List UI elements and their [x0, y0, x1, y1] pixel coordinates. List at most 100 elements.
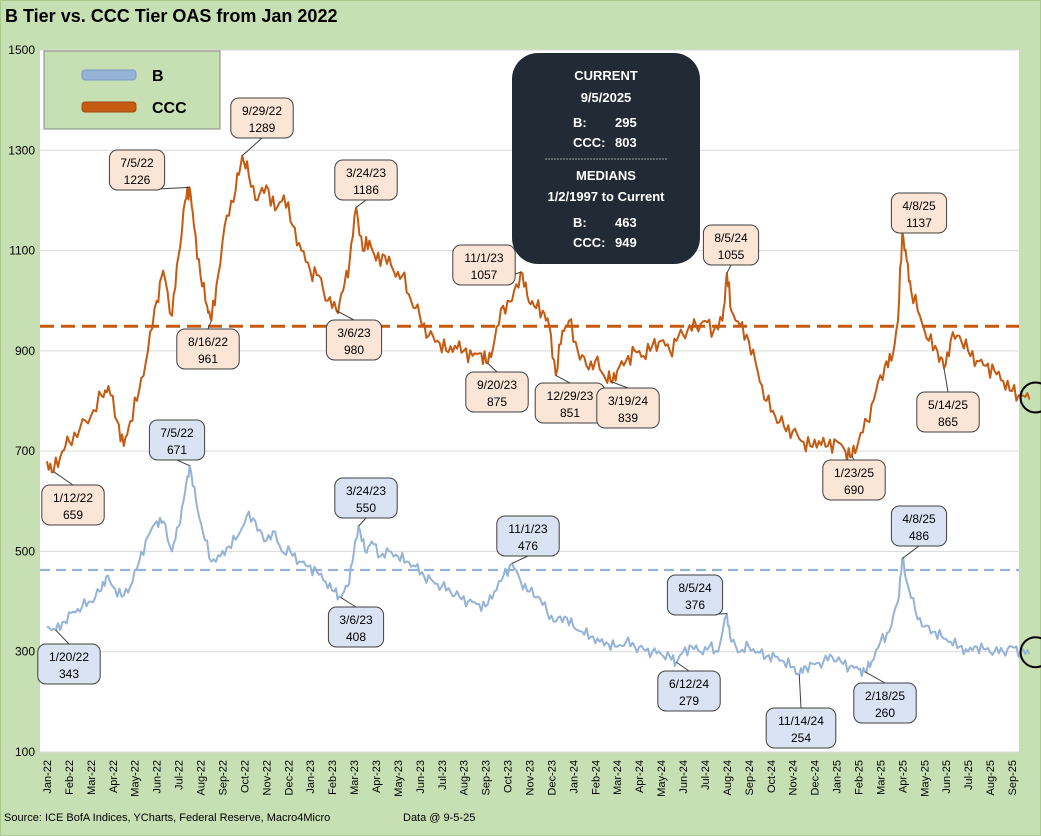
- callout-box: [230, 97, 294, 139]
- callout-value: 1186: [353, 183, 379, 197]
- x-tick-label-Nov-22: Nov-22: [261, 760, 273, 795]
- info-current-ccc-label: CCC:: [573, 135, 606, 150]
- callout-leader: [555, 374, 571, 384]
- x-tick-label-Oct-23: Oct-23: [503, 760, 515, 793]
- callout-date: 11/14/24: [778, 714, 824, 728]
- callout-ccc-3-24-23: 3/24/23 1186: [334, 159, 398, 208]
- x-tick-label-Apr-22: Apr-22: [108, 760, 120, 793]
- callout-box: [702, 224, 760, 266]
- callout-box: [327, 606, 385, 648]
- callout-ccc-9-29-22: 9/29/22 1289: [230, 97, 294, 157]
- callout-box: [325, 319, 383, 361]
- x-tick-label-Aug-24: Aug-24: [722, 760, 734, 795]
- data-date-note: Data @ 9-5-25: [403, 812, 476, 824]
- callout-date: 11/1/23: [508, 522, 547, 536]
- callout-value: 865: [938, 415, 958, 429]
- y-tick-label-500: 500: [15, 544, 35, 558]
- callout-box: [334, 159, 398, 201]
- callout-ccc-7-5-22: 7/5/22 1226: [108, 149, 190, 191]
- callout-ccc-8-5-24: 8/5/24 1055: [702, 224, 760, 274]
- callout-ccc-3-6-23: 3/6/23 980: [325, 310, 383, 361]
- callout-box: [657, 670, 721, 712]
- x-tick-label-Jul-24: Jul-24: [700, 760, 712, 790]
- callout-leader: [358, 517, 367, 527]
- x-tick-label-Dec-24: Dec-24: [810, 760, 822, 795]
- info-current-b-label: B:: [573, 115, 587, 130]
- callout-date: 3/6/23: [337, 326, 371, 340]
- callout-date: 3/6/23: [339, 613, 373, 627]
- x-tick-label-May-23: May-23: [393, 760, 405, 797]
- x-tick-label-Jan-22: Jan-22: [42, 760, 54, 794]
- x-tick-label-Sep-22: Sep-22: [217, 760, 229, 795]
- callout-b-3-6-23: 3/6/23 408: [327, 597, 385, 648]
- x-tick-label-Nov-24: Nov-24: [788, 760, 800, 795]
- x-tick-label-Mar-25: Mar-25: [875, 760, 887, 795]
- info-median-ccc-label: CCC:: [573, 235, 606, 250]
- callout-date: 3/19/24: [608, 394, 648, 408]
- callout-leader: [336, 310, 355, 321]
- callout-leader: [55, 629, 70, 645]
- callout-leader: [902, 545, 920, 559]
- x-tick-label-Feb-25: Feb-25: [853, 760, 865, 795]
- x-tick-label-Aug-23: Aug-23: [459, 760, 471, 795]
- x-tick-label-Sep-24: Sep-24: [744, 760, 756, 795]
- x-tick-label-Feb-22: Feb-22: [64, 760, 76, 795]
- x-tick-label-Jun-24: Jun-24: [678, 760, 690, 794]
- callout-box: [334, 477, 398, 519]
- legend-label-b: B: [152, 68, 164, 85]
- callout-date: 4/8/25: [902, 199, 936, 213]
- callout-value: 476: [518, 539, 538, 553]
- callout-b-3-24-23: 3/24/23 550: [334, 477, 398, 527]
- info-current-ccc-value: 803: [615, 135, 637, 150]
- callout-ccc-9-20-23: 9/20/23 875: [465, 363, 529, 413]
- callout-date: 9/20/23: [477, 378, 517, 392]
- callout-value: 343: [59, 667, 79, 681]
- x-tick-label-Jan-25: Jan-25: [832, 760, 844, 794]
- callout-box: [496, 515, 560, 557]
- callout-box: [890, 505, 948, 547]
- callout-leader: [487, 363, 498, 373]
- callout-date: 1/20/22: [49, 650, 89, 664]
- callout-leader: [53, 471, 74, 486]
- callout-leader: [176, 459, 190, 467]
- callout-value: 279: [679, 694, 699, 708]
- x-tick-label-Aug-25: Aug-25: [985, 760, 997, 795]
- source-note: Source: ICE BofA Indices, YCharts, Feder…: [4, 812, 331, 824]
- y-tick-label-1500: 1500: [8, 43, 35, 57]
- legend-swatch-b: [81, 69, 137, 81]
- callout-box: [465, 371, 529, 413]
- callout-leader: [851, 455, 855, 461]
- callout-box: [37, 643, 101, 685]
- x-tick-label-Jun-25: Jun-25: [941, 760, 953, 794]
- callout-value: 254: [791, 731, 811, 745]
- callout-value: 1057: [471, 268, 498, 282]
- callout-date: 8/5/24: [714, 231, 748, 245]
- x-tick-label-Jan-24: Jan-24: [568, 760, 580, 794]
- x-tick-label-Apr-23: Apr-23: [371, 760, 383, 793]
- callout-date: 3/24/23: [346, 484, 386, 498]
- callout-leader: [610, 380, 629, 389]
- callout-leader: [726, 264, 732, 274]
- current-marker-b: [1019, 636, 1041, 669]
- callout-value: 671: [167, 443, 187, 457]
- callout-box: [148, 419, 206, 461]
- x-tick-label-Nov-23: Nov-23: [525, 760, 537, 795]
- callout-leader: [511, 555, 529, 564]
- callout-ccc-12-29-23: 12/29/23 851: [534, 374, 606, 424]
- callout-ccc-5-14-25: 5/14/25 865: [916, 368, 980, 433]
- callout-date: 7/5/22: [120, 156, 154, 170]
- callout-value: 550: [356, 501, 376, 515]
- x-tick-label-Aug-22: Aug-22: [196, 760, 208, 795]
- callout-b-8-5-24: 8/5/24 376: [666, 574, 727, 616]
- callout-value: 1137: [906, 216, 932, 230]
- callout-box: [108, 149, 166, 191]
- callout-value: 408: [346, 630, 366, 644]
- callout-box: [890, 192, 948, 234]
- x-tick-label-Sep-23: Sep-23: [481, 760, 493, 795]
- callout-value: 875: [487, 395, 507, 409]
- callout-box: [41, 484, 105, 526]
- info-box: CURRENT 9/5/2025 B: 295 CCC: 803 MEDIANS 1/2/19…: [512, 53, 700, 264]
- callout-leader: [241, 137, 263, 157]
- callout-date: 4/8/25: [902, 512, 936, 526]
- x-tick-label-Mar-22: Mar-22: [86, 760, 98, 795]
